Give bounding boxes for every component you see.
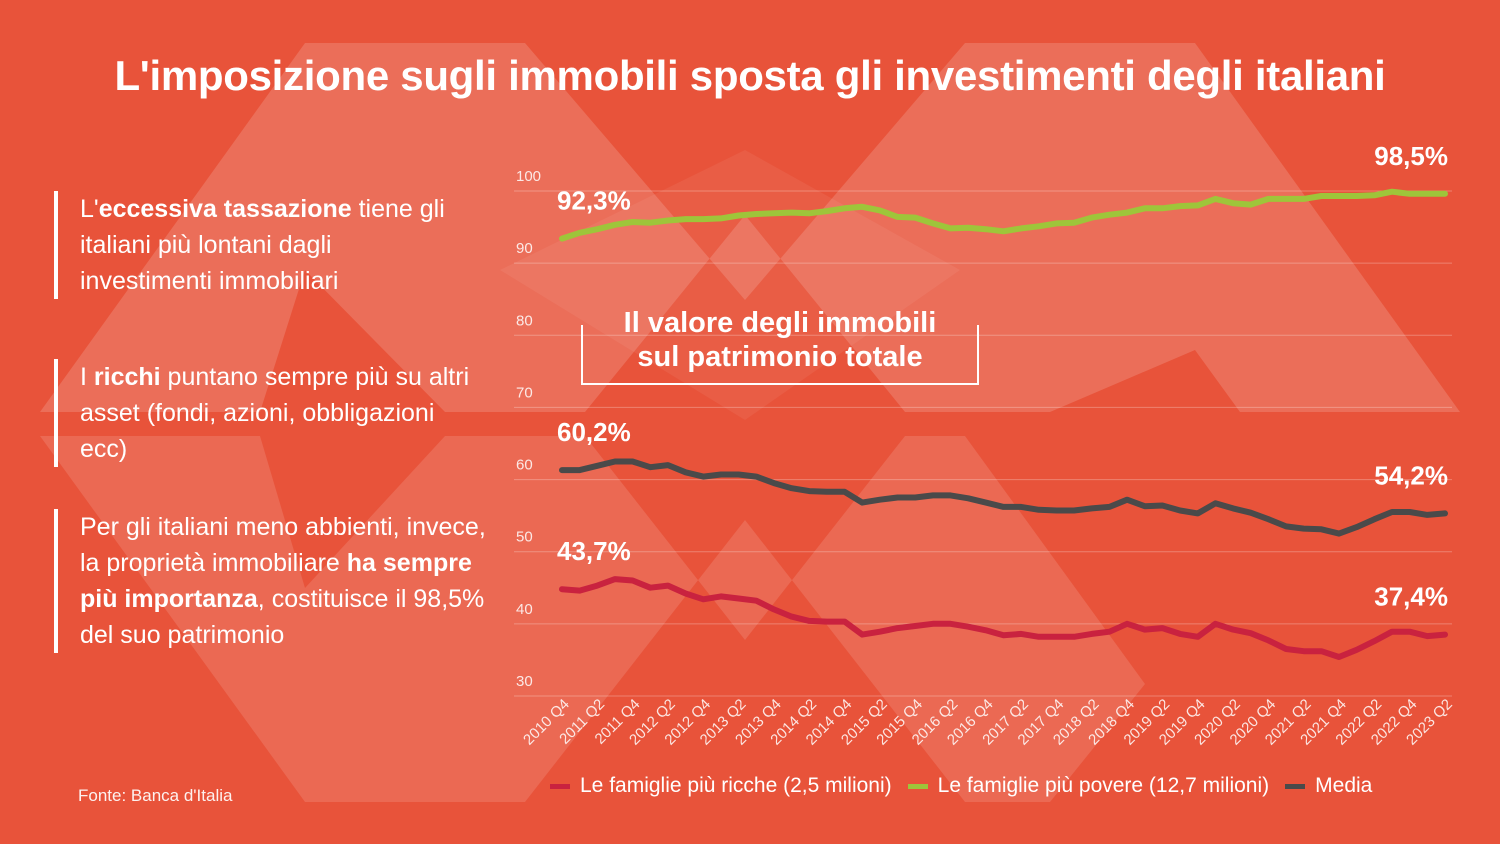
page-title: L'imposizione sugli immobili sposta gli … bbox=[114, 52, 1386, 99]
chart-title-line: sul patrimonio totale bbox=[637, 341, 923, 373]
y-tick-label: 70 bbox=[516, 384, 533, 401]
note-highlight: ha sempre più importanza bbox=[80, 549, 472, 613]
legend-item-povere[interactable]: Le famiglie più povere (12,7 milioni) bbox=[907, 774, 1270, 798]
chart-legend: Le famiglie più ricche (2,5 milioni) Le … bbox=[550, 772, 1388, 800]
chart-title: Il valore degli immobili sul patrimonio … bbox=[581, 306, 979, 374]
y-tick-label: 30 bbox=[516, 673, 533, 690]
legend-item-media[interactable]: Media bbox=[1285, 774, 1372, 798]
legend-label: Le famiglie più povere (12,7 milioni) bbox=[937, 774, 1270, 797]
legend-item-ricche[interactable]: Le famiglie più ricche (2,5 milioni) bbox=[550, 774, 892, 798]
data-label: 43,7% bbox=[557, 536, 631, 566]
data-label: 54,2% bbox=[1374, 460, 1448, 490]
y-tick-label: 50 bbox=[516, 529, 533, 546]
data-label: 60,2% bbox=[557, 417, 631, 447]
chart-title-line: Il valore degli immobili bbox=[623, 307, 937, 339]
y-tick-label: 40 bbox=[516, 601, 533, 618]
data-label: 37,4% bbox=[1374, 582, 1448, 612]
data-label: 98,5% bbox=[1374, 141, 1448, 171]
series-line-1 bbox=[559, 188, 1448, 242]
bg-chevron-shape bbox=[40, 43, 1460, 412]
series-line-0 bbox=[559, 576, 1448, 660]
note-text: , costituisce il 98,5% del suo patrimoni… bbox=[80, 585, 485, 649]
source-credit: Fonte: Banca d'Italia bbox=[78, 786, 233, 805]
bg-chevron-shape bbox=[40, 436, 1145, 802]
chart-title-frame bbox=[581, 325, 979, 385]
data-label: 92,3% bbox=[557, 186, 631, 216]
note-text: L' bbox=[80, 195, 99, 223]
y-tick-label: 100 bbox=[516, 168, 541, 185]
note-meno-abbienti: Per gli italiani meno abbienti, invece, … bbox=[54, 509, 490, 653]
note-highlight: eccessiva tassazione bbox=[98, 195, 352, 223]
note-tassazione: L'eccessiva tassazione tiene gli italian… bbox=[54, 191, 470, 299]
legend-swatch bbox=[1285, 783, 1306, 789]
legend-swatch bbox=[550, 783, 570, 789]
note-text: Per gli italiani meno abbienti, invece, … bbox=[80, 513, 486, 577]
note-text: tiene gli italiani più lontani dagli inv… bbox=[80, 195, 445, 295]
legend-swatch bbox=[907, 783, 928, 789]
note-highlight: ricchi bbox=[93, 363, 161, 391]
note-ricchi: I ricchi puntano sempre più su altri ass… bbox=[54, 359, 470, 467]
note-text: I bbox=[80, 363, 94, 391]
series-line-2 bbox=[559, 458, 1448, 537]
bg-chevron-shape bbox=[500, 150, 960, 420]
legend-label: Le famiglie più ricche (2,5 milioni) bbox=[580, 774, 892, 797]
y-tick-label: 60 bbox=[516, 457, 533, 474]
legend-label: Media bbox=[1315, 774, 1373, 797]
y-tick-label: 80 bbox=[516, 312, 533, 329]
y-tick-label: 90 bbox=[516, 240, 533, 257]
note-text: puntano sempre più su altri asset (fondi… bbox=[80, 363, 470, 463]
